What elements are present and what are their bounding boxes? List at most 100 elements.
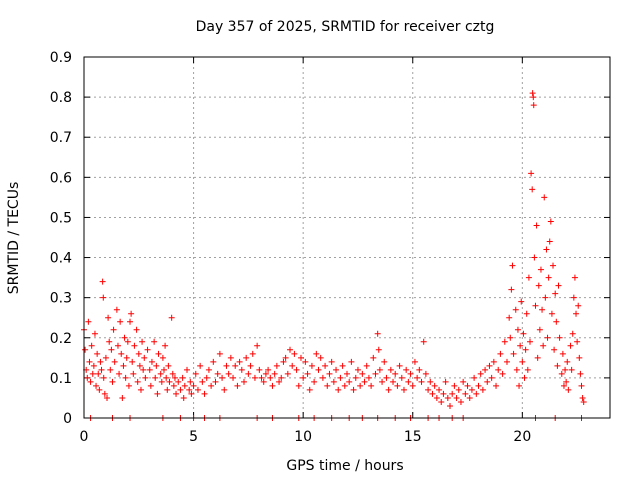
data-point <box>497 350 504 357</box>
data-point <box>291 350 298 357</box>
data-point <box>429 390 436 397</box>
chart-title: Day 357 of 2025, SRMTID for receiver czt… <box>196 19 495 35</box>
data-point <box>144 346 151 353</box>
data-point <box>575 302 582 309</box>
data-point <box>514 326 521 333</box>
data-point <box>517 342 524 349</box>
data-point <box>422 370 429 377</box>
data-point <box>390 378 397 385</box>
data-point <box>545 274 552 281</box>
data-point <box>118 350 125 357</box>
data-point <box>341 382 348 389</box>
data-point <box>119 394 126 401</box>
x-axis-title: GPS time / hours <box>286 458 403 474</box>
data-point <box>403 366 410 373</box>
data-point <box>518 298 525 305</box>
data-point <box>101 390 108 397</box>
data-point <box>453 394 460 401</box>
data-point <box>350 386 357 393</box>
data-point <box>117 318 124 325</box>
data-point <box>107 366 114 373</box>
data-point <box>407 370 414 377</box>
x-tick-label: 0 <box>80 429 89 445</box>
data-point <box>160 366 167 373</box>
data-point <box>163 374 170 381</box>
data-point <box>525 274 532 281</box>
data-point <box>398 374 405 381</box>
data-point <box>541 194 548 201</box>
data-point <box>147 382 154 389</box>
data-point <box>135 350 142 357</box>
data-point <box>165 362 172 369</box>
data-point <box>372 370 379 377</box>
data-point <box>223 362 230 369</box>
y-tick-label: 0.4 <box>50 251 72 267</box>
data-point <box>529 186 536 193</box>
data-point <box>427 378 434 385</box>
data-point <box>210 358 217 365</box>
data-point <box>99 278 106 285</box>
data-point <box>484 378 491 385</box>
data-point <box>532 302 539 309</box>
data-point <box>440 390 447 397</box>
x-tick-label: 15 <box>404 429 422 445</box>
data-point <box>528 170 535 177</box>
data-point <box>433 394 440 401</box>
data-point <box>495 366 502 373</box>
data-point <box>180 394 187 401</box>
data-point <box>302 358 309 365</box>
data-point <box>381 358 388 365</box>
data-point <box>512 306 519 313</box>
data-point <box>490 358 497 365</box>
data-point <box>551 346 558 353</box>
data-point <box>438 398 445 405</box>
data-point <box>197 362 204 369</box>
data-point <box>203 374 210 381</box>
data-point <box>219 374 226 381</box>
data-point <box>238 366 245 373</box>
data-point <box>400 386 407 393</box>
data-point <box>530 94 537 101</box>
data-point <box>475 382 482 389</box>
data-point <box>344 370 350 377</box>
data-point <box>89 370 96 377</box>
data-point <box>359 370 366 377</box>
data-point <box>247 362 254 369</box>
data-point <box>555 282 562 289</box>
data-point <box>181 382 188 389</box>
y-tick-label: 0.2 <box>50 331 72 347</box>
data-point <box>98 366 105 373</box>
y-axis-title: SRMTID / TECUs <box>6 182 22 295</box>
data-point <box>289 362 296 369</box>
data-point <box>319 374 326 381</box>
data-point <box>574 338 581 345</box>
data-point <box>513 366 520 373</box>
data-point <box>436 386 443 393</box>
x-tick-label: 20 <box>513 429 531 445</box>
data-point <box>212 378 219 385</box>
data-point <box>171 374 178 381</box>
data-point <box>295 382 302 389</box>
data-point <box>141 354 148 361</box>
data-point <box>127 318 134 325</box>
data-point <box>311 378 318 385</box>
data-point <box>383 374 390 381</box>
data-point <box>179 374 186 381</box>
data-point <box>544 334 551 341</box>
data-point <box>88 342 95 349</box>
data-point <box>573 310 580 317</box>
data-point <box>184 366 191 373</box>
data-point <box>420 338 427 345</box>
data-point <box>169 370 176 377</box>
data-point <box>499 370 506 377</box>
data-point <box>90 362 97 369</box>
data-point <box>186 386 193 393</box>
data-point <box>447 402 454 409</box>
y-tick-label: 0.1 <box>50 371 72 387</box>
data-point <box>308 362 315 369</box>
data-point <box>187 378 194 385</box>
data-point <box>216 350 223 357</box>
data-point <box>85 318 92 325</box>
data-point <box>190 382 197 389</box>
data-point <box>564 358 571 365</box>
